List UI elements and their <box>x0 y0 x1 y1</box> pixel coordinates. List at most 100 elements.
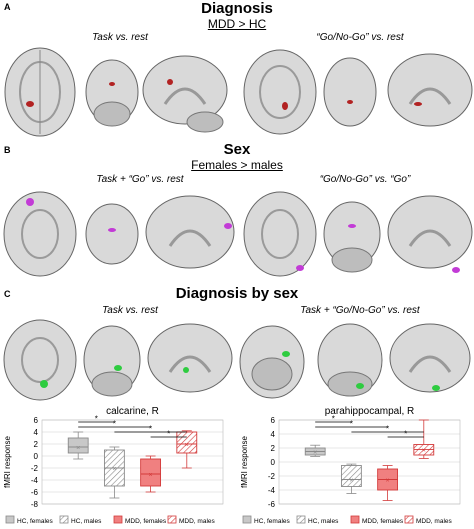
panel-c-brain-row <box>3 319 471 401</box>
chart-title: parahippocampal, R <box>325 406 415 417</box>
mean-marker: × <box>185 442 189 449</box>
plot-frame <box>41 419 224 505</box>
activation-cluster <box>26 198 34 206</box>
legend-swatch <box>350 515 360 524</box>
activation-cluster <box>167 79 173 85</box>
legend-swatch <box>296 515 306 524</box>
significance-star: * <box>167 430 170 439</box>
box <box>140 458 162 487</box>
axial-slice <box>243 49 317 135</box>
y-tick-label: 6 <box>271 416 276 425</box>
activation-cluster <box>224 223 232 229</box>
panel-b-caption-right: “Go/No-Go” vs. “Go” <box>319 174 411 185</box>
significance-star: * <box>332 415 335 424</box>
y-tick-label: -2 <box>31 464 39 473</box>
parahippocampal-boxplot: parahippocampal, R fMRI response 6 4 2 0 -2 -4 -… <box>240 406 461 508</box>
mean-marker: × <box>386 478 390 485</box>
coronal-slice <box>323 57 377 127</box>
legend-swatch <box>167 515 177 524</box>
legend-label: HC, males <box>71 518 102 525</box>
sagittal-slice <box>147 323 233 393</box>
y-tick-label: 0 <box>34 452 39 461</box>
coronal-slice <box>83 325 141 397</box>
legend-label: MDD, males <box>416 518 453 525</box>
mean-marker: × <box>422 447 426 454</box>
plot-frame <box>278 419 461 505</box>
sagittal-slice <box>145 195 235 269</box>
activation-cluster <box>114 365 122 371</box>
y-tick-label: -2 <box>268 472 276 481</box>
significance-star: * <box>386 425 389 434</box>
box <box>67 437 89 454</box>
legend-label: MDD, females <box>362 518 404 525</box>
activation-cluster <box>348 224 356 228</box>
significance-star: * <box>113 420 116 429</box>
mean-marker: × <box>313 450 317 457</box>
y-tick-label: 2 <box>271 444 276 453</box>
calcarine-boxplot: calcarine, R fMRI response 6 4 2 0 -2 -4 -6 -8 × × ×… <box>3 406 224 508</box>
y-tick-label: -4 <box>31 476 39 485</box>
activation-cluster <box>108 228 116 232</box>
panel-c-title: Diagnosis by sex <box>175 285 299 302</box>
activation-cluster <box>356 383 364 389</box>
sagittal-slice <box>387 53 473 127</box>
coronal-slice <box>317 323 383 397</box>
coronal-slice <box>85 59 139 127</box>
panel-c-caption-left: Task vs. rest <box>102 305 158 316</box>
panel-letter-b: B <box>4 145 11 155</box>
activation-cluster <box>347 100 353 104</box>
legend-swatch <box>59 515 69 524</box>
chart-title: calcarine, R <box>106 406 159 417</box>
coronal-slice <box>85 203 139 265</box>
activation-cluster <box>432 385 440 391</box>
mean-marker: × <box>76 445 80 452</box>
axial-slice <box>3 319 77 401</box>
panel-b-contrast: Females > males <box>191 158 283 172</box>
legend-label: MDD, females <box>125 518 167 525</box>
legend-swatch <box>5 515 15 524</box>
activation-cluster <box>414 102 422 106</box>
mean-marker: × <box>149 472 153 479</box>
activation-cluster <box>296 265 304 271</box>
legend-swatch <box>113 515 123 524</box>
significance-star: * <box>404 430 407 439</box>
legend-swatch <box>404 515 414 524</box>
activation-cluster <box>40 380 48 388</box>
coronal-slice <box>323 201 381 273</box>
axial-slice <box>4 47 76 137</box>
sagittal-slice <box>389 323 471 393</box>
y-tick-label: 6 <box>34 416 39 425</box>
panel-a-title: Diagnosis <box>201 0 273 17</box>
panel-b-caption-left: Task + “Go” vs. rest <box>96 174 184 185</box>
y-axis-label: fMRI response <box>240 435 249 488</box>
activation-cluster <box>26 101 34 107</box>
panel-letter-a: A <box>4 2 11 12</box>
activation-cluster <box>183 367 189 373</box>
y-tick-label: -4 <box>268 486 276 495</box>
mean-marker: × <box>112 466 116 473</box>
activation-cluster <box>282 102 288 110</box>
panel-b-title: Sex <box>223 141 251 158</box>
y-tick-label: -6 <box>268 500 276 508</box>
legend-label: HC, females <box>254 518 291 525</box>
panel-a-contrast: MDD > HC <box>207 17 267 31</box>
sagittal-slice <box>142 55 228 133</box>
axial-slice <box>3 191 77 277</box>
panel-a-caption-right: “Go/No-Go” vs. rest <box>316 32 404 43</box>
axial-slice <box>243 191 317 277</box>
mean-marker: × <box>349 478 353 485</box>
axial-slice <box>239 325 305 399</box>
panel-a-brain-row <box>4 47 473 137</box>
panel-c-caption-right: Task + “Go/No-Go” vs. rest <box>300 305 420 316</box>
legend-left: HC, females HC, males MDD, females MDD, mal… <box>5 515 216 525</box>
activation-cluster <box>109 82 115 86</box>
panel-letter-c: C <box>4 289 11 299</box>
box <box>340 465 362 487</box>
legend-label: HC, males <box>308 518 339 525</box>
significance-star: * <box>95 415 98 424</box>
panel-a-caption-left: Task vs. rest <box>92 32 148 43</box>
sagittal-slice <box>387 195 473 269</box>
y-tick-label: 4 <box>271 430 276 439</box>
activation-cluster <box>282 351 290 357</box>
legend-label: HC, females <box>17 518 54 525</box>
